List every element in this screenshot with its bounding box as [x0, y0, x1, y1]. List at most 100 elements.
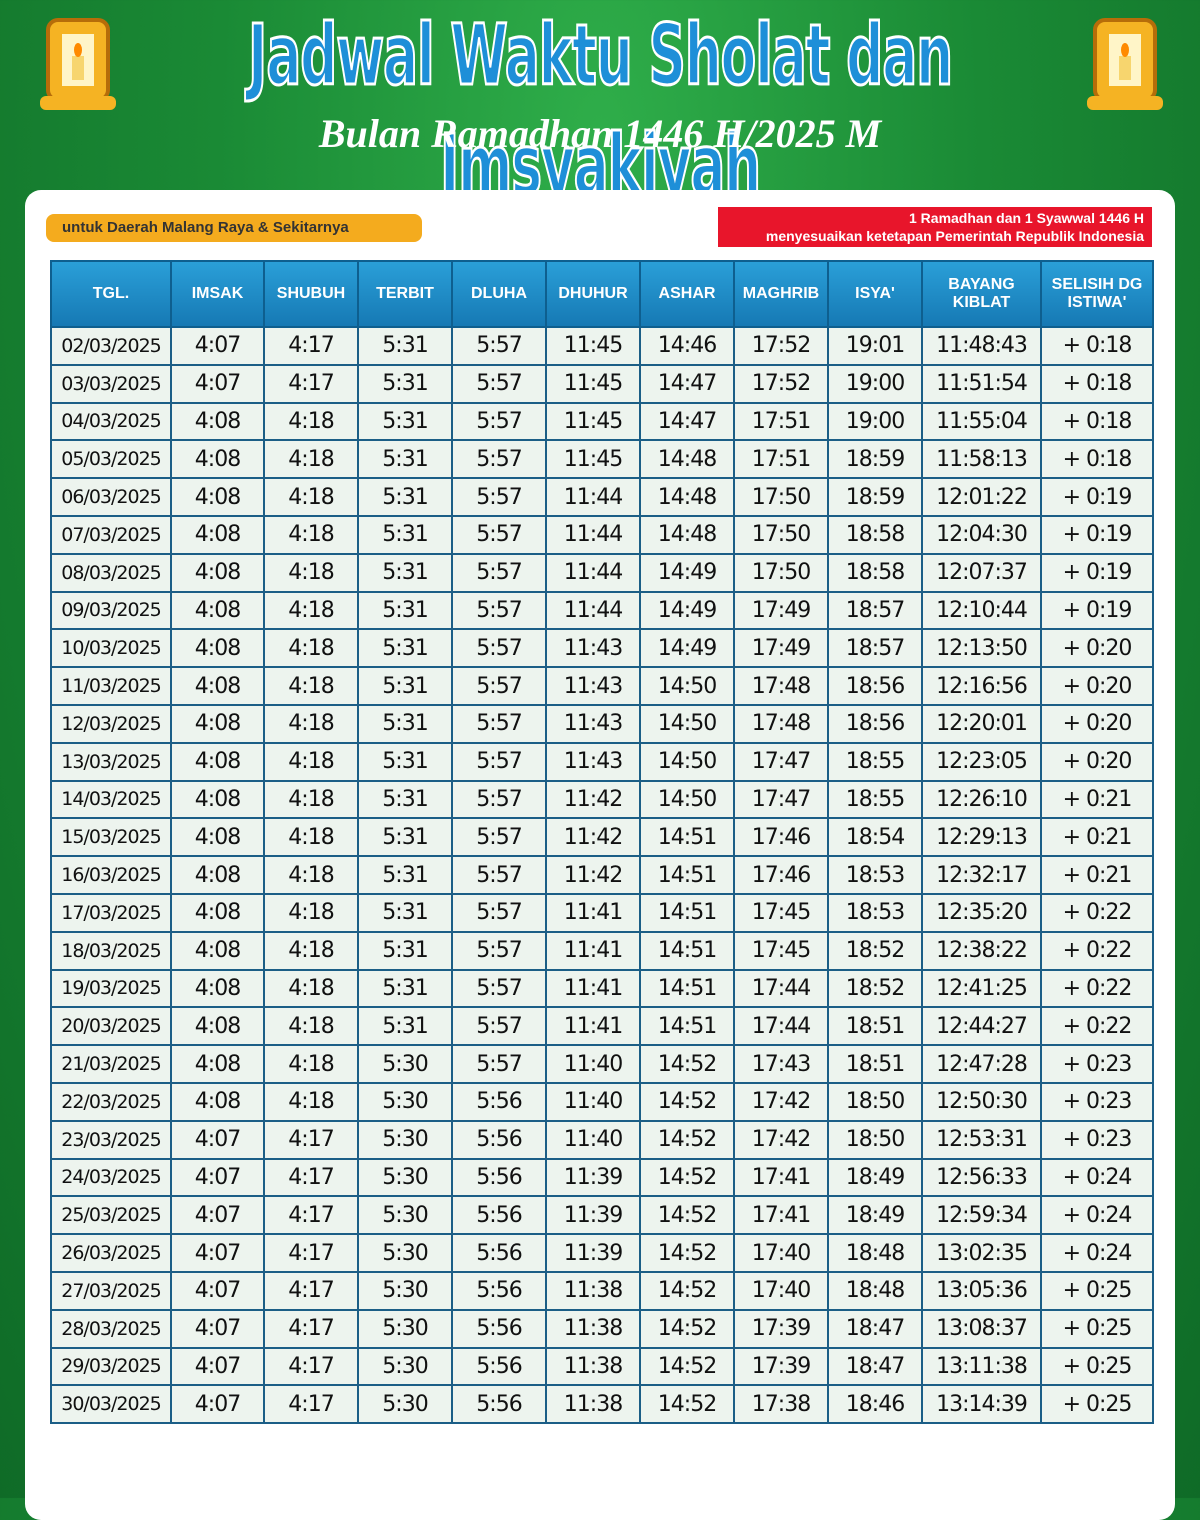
table-cell: 4:18	[263, 968, 359, 1009]
table-cell: 14:51	[639, 855, 735, 895]
table-cell: + 0:19	[1040, 590, 1154, 631]
table-cell: 17:43	[733, 1044, 829, 1084]
table-cell: 4:08	[170, 741, 265, 782]
table-cell: 18:49	[827, 1157, 923, 1198]
table-cell: 11:43	[545, 741, 641, 782]
table-cell: 18:50	[827, 1119, 923, 1160]
table-cell: + 0:18	[1040, 363, 1154, 404]
table-cell: 5:57	[451, 590, 547, 631]
table-row: 25/03/2025 4:07 4:17 5:30 5:56 11:39 14:52 17:4…	[50, 1195, 1154, 1236]
table-cell: 5:31	[357, 477, 453, 517]
table-cell: 4:18	[263, 779, 359, 820]
table-cell: + 0:20	[1040, 628, 1154, 669]
table-cell: 5:31	[357, 439, 453, 480]
table-cell: + 0:25	[1040, 1346, 1154, 1387]
table-cell: 5:57	[451, 477, 547, 517]
column-header: IMSAK	[170, 260, 265, 328]
table-cell: 17:47	[733, 779, 829, 820]
table-cell: 18:53	[827, 892, 923, 933]
table-cell: 18:47	[827, 1308, 923, 1349]
table-cell: 4:17	[263, 1157, 359, 1198]
table-cell: + 0:18	[1040, 401, 1154, 442]
column-header: TGL.	[50, 260, 172, 328]
table-cell: 17:48	[733, 666, 829, 706]
table-cell: 13/03/2025	[50, 741, 172, 782]
table-cell: 4:08	[170, 779, 265, 820]
table-cell: 12:35:20	[921, 892, 1042, 933]
table-cell: 14:50	[639, 741, 735, 782]
table-cell: 06/03/2025	[50, 477, 172, 517]
table-cell: 12/03/2025	[50, 703, 172, 744]
table-cell: 11/03/2025	[50, 666, 172, 706]
table-cell: 17:48	[733, 703, 829, 744]
table-cell: 4:17	[263, 1233, 359, 1273]
table-cell: 4:18	[263, 1081, 359, 1122]
table-cell: 5:57	[451, 930, 547, 971]
table-row: 17/03/2025 4:08 4:18 5:31 5:57 11:41 14:51 17:4…	[50, 892, 1154, 933]
table-cell: 5:56	[451, 1081, 547, 1122]
table-cell: 4:18	[263, 855, 359, 895]
table-cell: 4:18	[263, 817, 359, 858]
table-cell: 4:17	[263, 1308, 359, 1349]
table-cell: 5:31	[357, 741, 453, 782]
table-cell: 12:32:17	[921, 855, 1042, 895]
table-cell: 17:44	[733, 1006, 829, 1047]
table-cell: + 0:21	[1040, 817, 1154, 858]
table-cell: 4:18	[263, 892, 359, 933]
table-cell: 4:08	[170, 590, 265, 631]
table-cell: 5:56	[451, 1233, 547, 1273]
table-cell: 19/03/2025	[50, 968, 172, 1009]
table-cell: 11:43	[545, 628, 641, 669]
table-cell: 5:57	[451, 892, 547, 933]
table-cell: 11:42	[545, 855, 641, 895]
table-cell: 18/03/2025	[50, 930, 172, 971]
table-cell: 5:30	[357, 1308, 453, 1349]
table-cell: 11:38	[545, 1308, 641, 1349]
table-row: 12/03/2025 4:08 4:18 5:31 5:57 11:43 14:50 17:4…	[50, 703, 1154, 744]
table-cell: 11:38	[545, 1384, 641, 1425]
table-cell: 13:02:35	[921, 1233, 1042, 1273]
table-cell: + 0:25	[1040, 1384, 1154, 1425]
table-cell: 14:51	[639, 817, 735, 858]
table-body: 02/03/2025 4:07 4:17 5:31 5:57 11:45 14:46 17:5…	[50, 326, 1154, 1425]
table-cell: 14:52	[639, 1081, 735, 1122]
table-cell: 12:13:50	[921, 628, 1042, 669]
table-cell: 14:52	[639, 1119, 735, 1160]
table-cell: 5:31	[357, 703, 453, 744]
table-cell: 12:20:01	[921, 703, 1042, 744]
table-row: 28/03/2025 4:07 4:17 5:30 5:56 11:38 14:52 17:3…	[50, 1308, 1154, 1349]
table-cell: 17:50	[733, 514, 829, 555]
column-header: SHUBUH	[263, 260, 359, 328]
table-cell: 14:52	[639, 1308, 735, 1349]
table-cell: 5:31	[357, 628, 453, 669]
table-cell: 13:14:39	[921, 1384, 1042, 1425]
table-row: 18/03/2025 4:08 4:18 5:31 5:57 11:41 14:51 17:4…	[50, 930, 1154, 971]
table-cell: 17:42	[733, 1119, 829, 1160]
table-cell: 5:57	[451, 363, 547, 404]
region-label: untuk Daerah Malang Raya & Sekitarnya	[46, 214, 422, 242]
table-cell: 03/03/2025	[50, 363, 172, 404]
table-cell: 4:08	[170, 666, 265, 706]
table-cell: 11:40	[545, 1119, 641, 1160]
table-cell: 5:56	[451, 1270, 547, 1311]
table-cell: 30/03/2025	[50, 1384, 172, 1425]
table-cell: 18:59	[827, 439, 923, 480]
table-cell: 14:52	[639, 1346, 735, 1387]
table-cell: 27/03/2025	[50, 1270, 172, 1311]
table-row: 19/03/2025 4:08 4:18 5:31 5:57 11:41 14:51 17:4…	[50, 968, 1154, 1009]
table-cell: 5:57	[451, 514, 547, 555]
table-cell: 5:57	[451, 855, 547, 895]
table-cell: 4:17	[263, 326, 359, 366]
table-cell: 4:08	[170, 514, 265, 555]
table-cell: 10/03/2025	[50, 628, 172, 669]
table-row: 09/03/2025 4:08 4:18 5:31 5:57 11:44 14:49 17:4…	[50, 590, 1154, 631]
table-cell: 11:41	[545, 968, 641, 1009]
table-cell: 12:56:33	[921, 1157, 1042, 1198]
table-cell: 5:30	[357, 1157, 453, 1198]
table-cell: 17:47	[733, 741, 829, 782]
table-cell: 4:08	[170, 1006, 265, 1047]
subtitle: Bulan Ramadhan 1446 H/2025 M	[318, 111, 882, 156]
table-cell: 14:47	[639, 363, 735, 404]
table-cell: 14:52	[639, 1157, 735, 1198]
table-cell: 12:23:05	[921, 741, 1042, 782]
